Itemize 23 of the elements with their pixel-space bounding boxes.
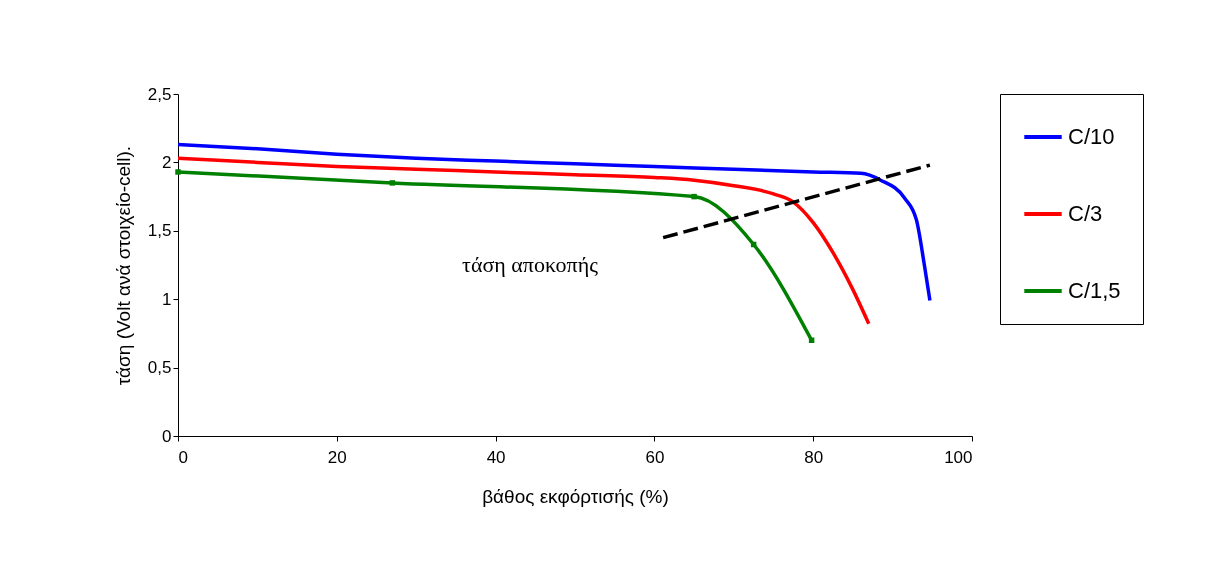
x-tick-label: 20 — [327, 447, 347, 467]
y-axis-title: τάση (Volt ανά στοιχείο-cell). — [112, 145, 134, 386]
y-tick-label: 2 — [162, 152, 172, 172]
y-tick-label: 1,5 — [147, 221, 172, 241]
x-tick-label: 40 — [486, 447, 506, 467]
annotation: τάση αποκοπής — [462, 252, 599, 277]
y-tick-label: 2,5 — [147, 84, 172, 104]
point — [691, 193, 697, 200]
x-axis-title: βάθος εκφόρτισής (%) — [482, 485, 669, 507]
y-tick-label: 0 — [162, 426, 172, 446]
x-tick-label: 80 — [804, 447, 824, 467]
legend-label: C/1,5 — [1068, 278, 1121, 303]
point — [389, 180, 396, 186]
legend-label: C/10 — [1068, 124, 1115, 149]
x-tick-label: 60 — [645, 447, 665, 467]
line-series — [176, 156, 871, 326]
point — [175, 169, 181, 175]
legend-label: C/3 — [1068, 201, 1103, 226]
y-tick-label: 1 — [162, 289, 172, 309]
y-tick-label: 0,5 — [147, 358, 172, 378]
x-tick-label: 0 — [178, 447, 188, 467]
line-series — [176, 142, 932, 303]
x-tick-label: 100 — [944, 447, 973, 467]
